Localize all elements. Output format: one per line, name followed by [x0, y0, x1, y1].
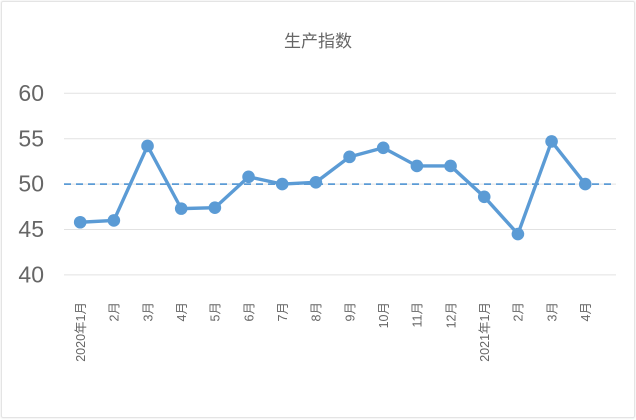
- svg-text:4月: 4月: [579, 302, 593, 321]
- svg-text:8月: 8月: [310, 302, 324, 321]
- svg-text:5月: 5月: [209, 302, 223, 321]
- svg-text:11月: 11月: [411, 302, 425, 327]
- svg-text:2月: 2月: [512, 302, 526, 321]
- svg-text:2021年1月: 2021年1月: [478, 302, 492, 362]
- svg-text:9月: 9月: [343, 302, 357, 321]
- svg-text:7月: 7月: [276, 302, 290, 321]
- svg-text:60: 60: [18, 80, 44, 106]
- svg-text:55: 55: [18, 126, 44, 152]
- svg-text:3月: 3月: [545, 302, 559, 321]
- svg-text:2020年1月: 2020年1月: [74, 302, 88, 362]
- svg-text:4月: 4月: [175, 302, 189, 321]
- svg-text:3月: 3月: [141, 302, 155, 321]
- svg-text:45: 45: [18, 216, 44, 242]
- svg-text:40: 40: [18, 262, 44, 288]
- svg-text:50: 50: [18, 171, 44, 197]
- svg-text:10月: 10月: [377, 302, 391, 328]
- svg-text:2月: 2月: [108, 302, 122, 321]
- svg-text:12月: 12月: [444, 302, 458, 328]
- svg-text:6月: 6月: [242, 302, 256, 321]
